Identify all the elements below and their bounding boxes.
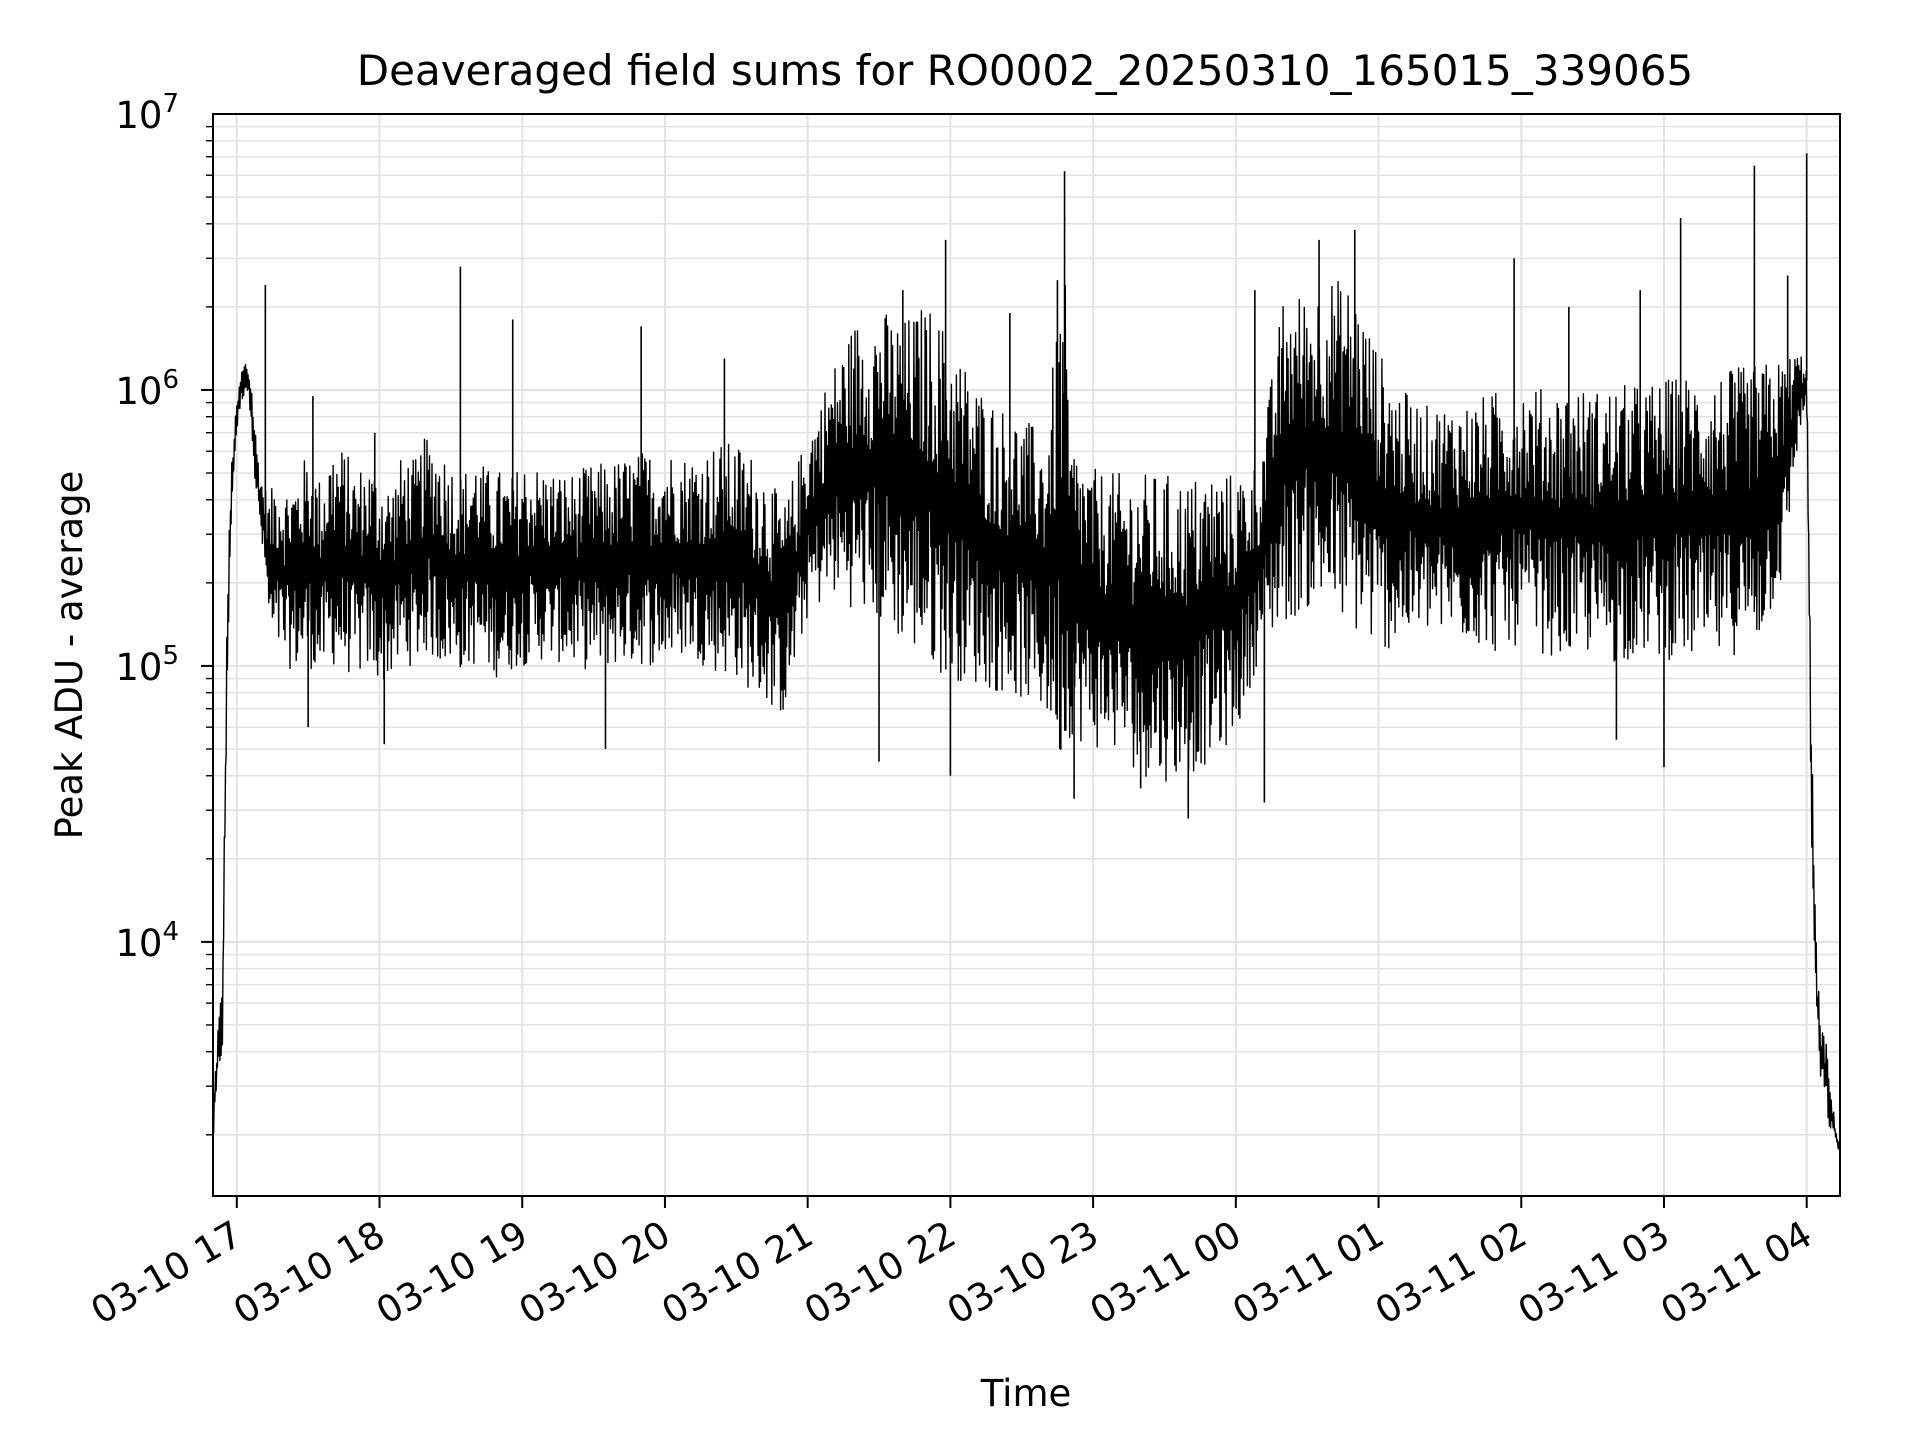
y-tick-label-base: 10	[115, 370, 162, 413]
y-tick-label: 106	[115, 365, 179, 413]
series-line	[212, 281, 1841, 1151]
y-tick-label: 104	[115, 917, 179, 965]
y-tick-label-base: 10	[115, 646, 162, 689]
x-axis-label: Time	[980, 1372, 1072, 1415]
y-tick-label: 107	[115, 89, 179, 137]
plot-frame	[212, 113, 1841, 1197]
y-tick-label: 105	[115, 641, 179, 689]
y-axis-label: Peak ADU - average	[48, 471, 91, 840]
y-tick-label-base: 10	[115, 922, 162, 965]
y-tick-label-exponent: 6	[162, 365, 179, 395]
y-tick-label-exponent: 5	[162, 641, 179, 671]
data-series	[212, 153, 1841, 1151]
chart-title: Deaveraged field sums for RO0002_2025031…	[357, 46, 1693, 95]
y-tick-label-exponent: 7	[162, 89, 179, 119]
y-tick-label-base: 10	[115, 94, 162, 137]
x-gridlines	[235, 114, 1808, 1196]
y-tick-label-exponent: 4	[162, 917, 179, 947]
